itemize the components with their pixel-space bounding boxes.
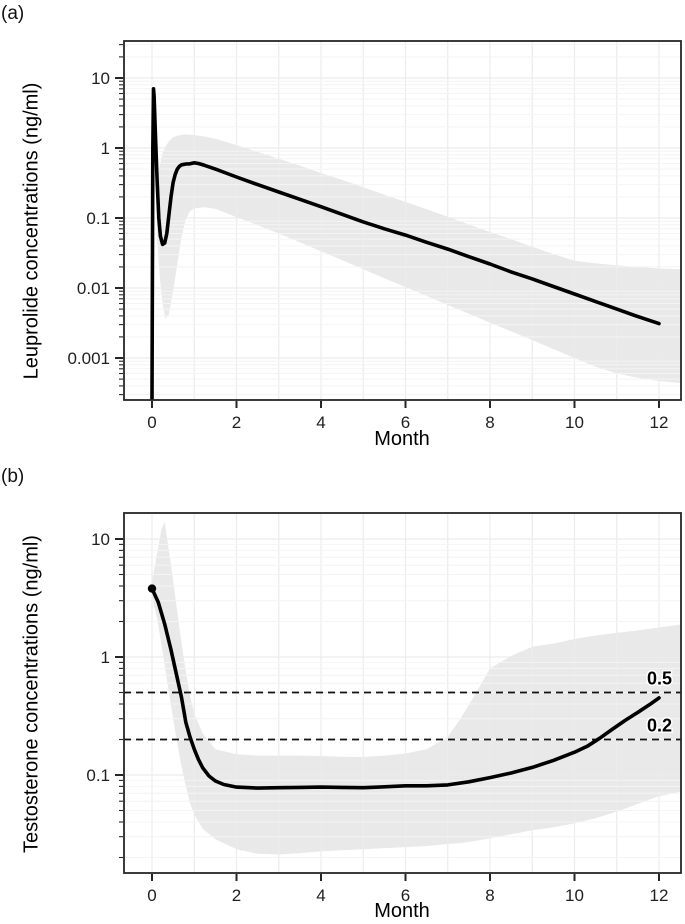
x-axis-title-month-a: Month (374, 428, 430, 450)
x-tick-label: 4 (316, 886, 325, 905)
y-tick-label: 0.1 (86, 209, 110, 228)
threshold-label-0.2: 0.2 (647, 715, 672, 735)
x-tick-label: 12 (650, 886, 669, 905)
x-tick-label: 0 (147, 413, 156, 432)
y-tick-label: 0.01 (77, 279, 110, 298)
testosterone-median-curve (150, 586, 661, 790)
start-point (147, 584, 157, 593)
x-tick-label: 8 (485, 886, 494, 905)
x-tick-label: 6 (401, 413, 410, 432)
tick-labels: 0 2 4 6 8 10 12 10 1 0.1 (86, 530, 668, 905)
plot-border (123, 40, 682, 401)
chart-panel-b: 0 2 4 6 8 10 12 10 1 0.1 0.5 0.2 (86, 512, 682, 905)
y-tick-label: 10 (91, 530, 110, 549)
leuprolide-median-curve (150, 87, 661, 400)
x-tick-label: 6 (401, 886, 410, 905)
panel-b-tag: (b) (1, 466, 25, 487)
x-tick-label: 2 (232, 886, 241, 905)
plot-border (123, 512, 682, 874)
y-tick-label: 0.001 (67, 349, 110, 368)
threshold-label-0.5: 0.5 (647, 669, 672, 689)
y-tick-label: 10 (91, 69, 110, 88)
y-tick-label: 0.1 (86, 766, 110, 785)
confidence-band (152, 521, 681, 855)
x-tick-label: 2 (232, 413, 241, 432)
chart-panel-a: 0 2 4 6 8 10 12 10 1 0.1 0.01 0.001 (67, 40, 682, 432)
axis-ticks (115, 44, 660, 408)
x-tick-label: 8 (485, 413, 494, 432)
x-tick-label: 10 (565, 413, 584, 432)
y-tick-label: 1 (101, 648, 110, 667)
x-tick-label: 10 (565, 886, 584, 905)
tick-labels: 0 2 4 6 8 10 12 10 1 0.1 0.01 0.001 (67, 69, 668, 432)
panel-a-tag: (a) (1, 3, 25, 24)
x-tick-label: 4 (316, 413, 325, 432)
confidence-band (157, 134, 681, 383)
x-tick-label: 0 (147, 886, 156, 905)
x-axis-title-month-b: Month (374, 900, 430, 922)
x-tick-label: 12 (650, 413, 669, 432)
y-tick-label: 1 (101, 139, 110, 158)
axis-ticks (115, 538, 660, 881)
